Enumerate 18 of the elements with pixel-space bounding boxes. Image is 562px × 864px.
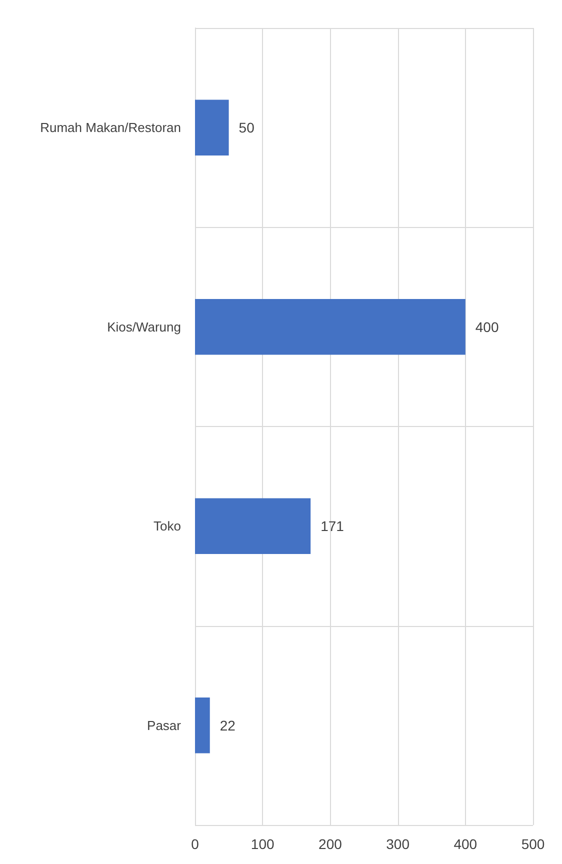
x-tick-label: 0 — [191, 836, 200, 852]
y-tick-label: Toko — [154, 518, 181, 534]
bar — [195, 498, 311, 554]
bar — [195, 697, 210, 754]
y-tick-label: Rumah Makan/Restoran — [40, 120, 181, 136]
bar — [195, 298, 466, 355]
data-label: 171 — [320, 518, 344, 534]
data-label: 400 — [475, 318, 499, 335]
x-tick-label: 100 — [250, 836, 274, 852]
x-tick-label: 400 — [454, 836, 478, 852]
x-tick-label: 300 — [386, 836, 410, 852]
bar — [195, 100, 229, 156]
x-tick-label: 500 — [521, 836, 545, 852]
x-tick-label: 200 — [318, 836, 342, 852]
y-tick-label: Pasar — [147, 718, 182, 733]
y-tick-label: Kios/Warung — [107, 319, 181, 334]
data-label: 50 — [238, 120, 255, 136]
data-label: 22 — [220, 717, 236, 734]
